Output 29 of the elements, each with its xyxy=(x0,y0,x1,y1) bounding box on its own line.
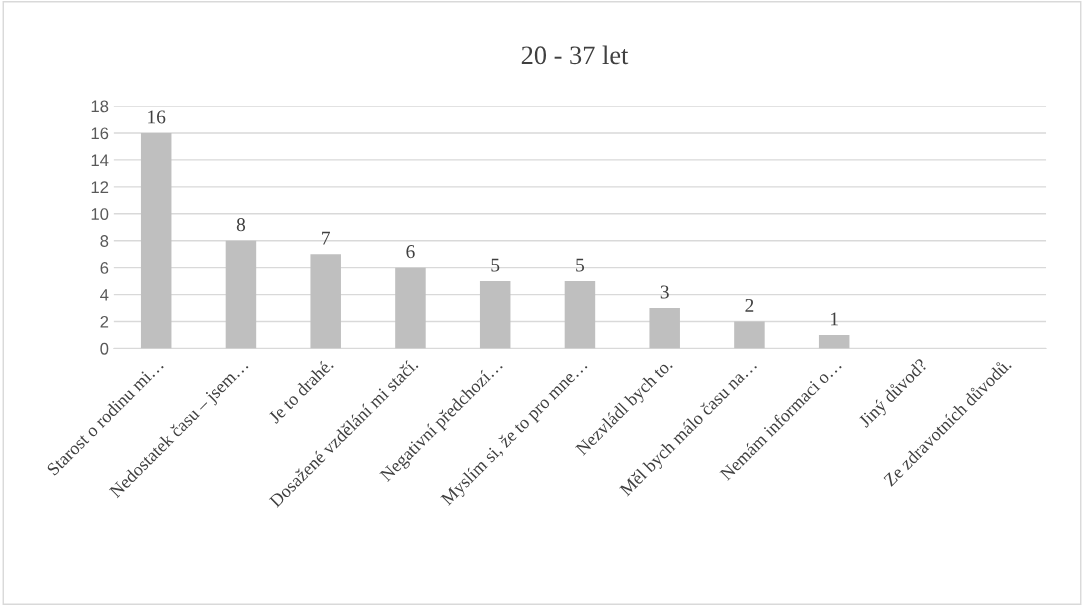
chart-title: 20 - 37 let xyxy=(521,45,629,65)
y-tick-label: 18 xyxy=(91,100,109,113)
bar xyxy=(225,240,257,349)
data-label: 16 xyxy=(148,110,166,124)
data-label: 2 xyxy=(745,298,754,312)
y-tick-label: 6 xyxy=(100,262,109,274)
y-tick-label: 8 xyxy=(100,235,109,247)
data-label: 3 xyxy=(660,285,669,299)
bar xyxy=(564,281,596,349)
y-tick-label: 14 xyxy=(91,154,109,166)
y-tick-label: 16 xyxy=(91,127,109,140)
bar xyxy=(479,281,511,349)
data-label: 8 xyxy=(236,218,246,232)
data-label: 7 xyxy=(322,231,330,245)
data-label: 6 xyxy=(406,245,415,259)
data-label: 1 xyxy=(831,312,838,326)
y-tick-label: 12 xyxy=(91,181,109,193)
data-label: 5 xyxy=(576,258,585,272)
bar xyxy=(140,132,172,349)
y-tick-label: 4 xyxy=(100,289,109,301)
y-tick-label: 0 xyxy=(100,342,109,355)
bar xyxy=(310,254,341,349)
bar xyxy=(818,334,850,349)
bar xyxy=(734,321,765,349)
bar xyxy=(649,308,680,349)
bar xyxy=(395,267,426,349)
y-tick-label: 2 xyxy=(100,315,109,328)
y-tick-label: 10 xyxy=(91,208,109,220)
data-label: 5 xyxy=(491,258,500,272)
